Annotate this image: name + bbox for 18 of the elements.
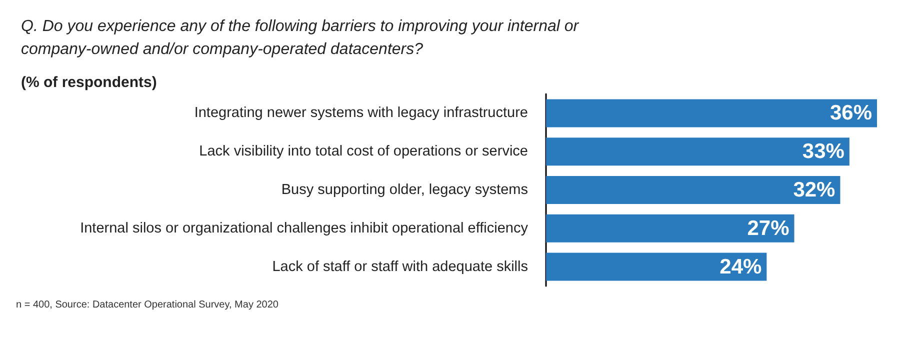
- y-tick-label: Integrating newer systems with legacy infrastructure: [194, 105, 528, 122]
- data-label: 24%: [720, 255, 762, 278]
- bar: [546, 176, 840, 204]
- bar: [546, 252, 767, 281]
- bar: [546, 214, 794, 242]
- y-tick-label: Lack of staff or staff with adequate skills: [272, 258, 528, 275]
- text: (% of respondents): [21, 74, 157, 91]
- data-label: 27%: [747, 216, 790, 240]
- data-label: 36%: [830, 102, 872, 125]
- bar: [546, 138, 850, 166]
- text: Q. Do you experience any of the following barriers to improving your internal or company-owned and/or company-operated datacenters?: [21, 18, 584, 58]
- y-tick-label: Busy supporting older, legacy systems: [281, 182, 528, 198]
- y-tick-label: Lack visibility into total cost of operations or service: [199, 144, 528, 160]
- data-label: 33%: [802, 140, 845, 164]
- text: n = 400, Source: Datacenter Operational Survey, May 2020: [16, 300, 279, 310]
- bar: [546, 99, 877, 128]
- y-tick-label: Internal silos or organizational challenges inhibit operational efficiency: [80, 220, 529, 236]
- data-label: 32%: [793, 178, 836, 202]
